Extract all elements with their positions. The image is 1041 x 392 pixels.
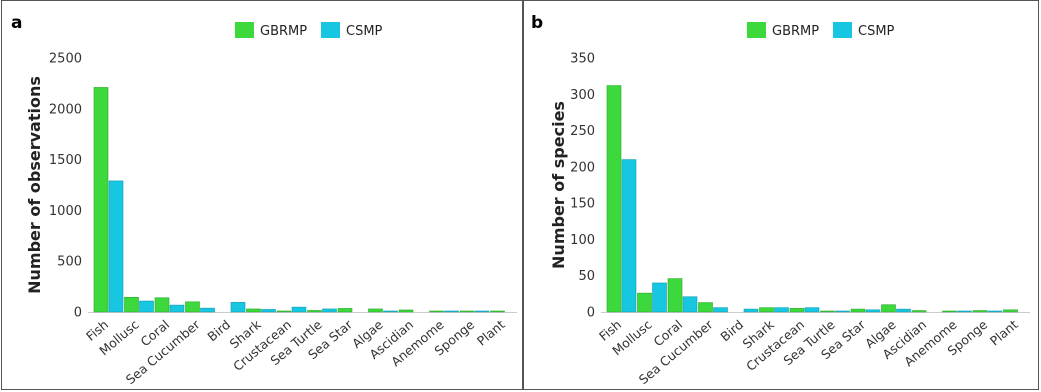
bar-csmp-mollusc [652, 282, 667, 313]
bar-gbrmp-fish [93, 87, 109, 313]
x-tick-label: Plant [987, 317, 1021, 349]
bar-csmp-fish [108, 180, 124, 313]
bar-csmp-sponge [987, 310, 1003, 313]
y-tick-label: 150 [570, 197, 595, 212]
y-tick-label: 50 [578, 269, 595, 284]
bar-csmp-sea-turtle [322, 308, 337, 313]
y-tick-label: 100 [570, 233, 595, 248]
x-tick-label: Plant [474, 317, 508, 349]
bar-csmp-anemome [444, 310, 459, 313]
y-tick-label: 300 [570, 88, 595, 103]
bar-gbrmp-anemome [429, 310, 444, 313]
y-axis-label: Number of observations [25, 76, 44, 294]
y-tick-label: 250 [570, 124, 595, 139]
bar-gbrmp-mollusc [637, 292, 652, 313]
bar-gbrmp-sponge [972, 310, 988, 313]
bar-gbrmp-coral [154, 297, 170, 313]
y-tick-label: 1000 [49, 204, 82, 219]
bar-csmp-anemome [957, 310, 972, 313]
y-tick-label: 350 [570, 52, 595, 67]
bar-csmp-sponge [474, 310, 490, 313]
y-tick-label: 0 [74, 306, 82, 321]
y-axis-label: Number of species [549, 101, 568, 269]
bar-csmp-fish [621, 159, 637, 313]
bar-gbrmp-fish [606, 85, 622, 313]
bar-gbrmp-plant [1003, 309, 1018, 313]
panel-a: a Number of observations 0 500 1000 1500 2000 2… [1, 0, 523, 390]
bar-csmp-bird [743, 308, 759, 313]
bar-gbrmp-sea-turtle [307, 310, 322, 313]
bar-gbrmp-sea-star [850, 308, 866, 313]
y-tick-label: 2000 [49, 102, 82, 117]
legend-swatch-csmp [321, 22, 340, 38]
bar-csmp-bird [230, 302, 246, 313]
panel-b: b Number of species 0 50 100 150 200 250 300 350 F… [523, 0, 1039, 390]
bar-gbrmp-algae [881, 304, 896, 313]
bar-csmp-crustacean [804, 307, 820, 313]
chart-a-svg: a Number of observations 0 500 1000 1500 2000 2… [11, 13, 517, 387]
y-tick-label: 1500 [49, 153, 82, 168]
bar-gbrmp-sea-turtle [820, 310, 835, 313]
bar-gbrmp-sponge [459, 310, 475, 313]
bar-gbrmp-ascidian [398, 309, 414, 313]
y-tick-label: 500 [57, 255, 82, 270]
bar-csmp-mollusc [139, 300, 154, 313]
y-tick-label: 2500 [49, 52, 82, 67]
bar-csmp-coral [169, 304, 185, 313]
legend-label-gbrmp: GBRMP [260, 24, 307, 39]
bar-csmp-shark [261, 309, 276, 313]
bar-csmp-coral [682, 296, 698, 313]
panel-label: a [11, 13, 22, 33]
panel-label: b [531, 13, 543, 33]
bar-gbrmp-sea-cucumber [185, 301, 200, 313]
bar-csmp-sea-cucumber [200, 307, 215, 313]
bar-gbrmp-sea-cucumber [698, 302, 713, 313]
bar-gbrmp-plant [490, 310, 505, 313]
bar-csmp-sea-cucumber [713, 307, 728, 313]
bar-gbrmp-crustacean [276, 310, 292, 313]
bar-gbrmp-mollusc [124, 296, 139, 313]
bar-gbrmp-coral [667, 278, 683, 313]
bar-gbrmp-ascidian [911, 310, 927, 313]
bar-gbrmp-shark [246, 308, 261, 313]
bar-csmp-sea-turtle [835, 310, 850, 313]
bar-csmp-algae [896, 308, 911, 313]
legend-label-csmp: CSMP [346, 24, 383, 39]
legend-swatch-gbrmp [235, 22, 254, 38]
bar-gbrmp-crustacean [789, 308, 805, 313]
legend-label-csmp: CSMP [858, 24, 895, 39]
legend-swatch-csmp [833, 22, 852, 38]
bar-gbrmp-algae [368, 308, 383, 313]
bar-gbrmp-shark [759, 307, 774, 313]
bar-csmp-sea-star [865, 309, 881, 313]
bar-gbrmp-sea-star [337, 308, 353, 313]
bar-csmp-crustacean [291, 306, 307, 313]
bar-csmp-algae [383, 310, 398, 313]
y-tick-label: 200 [570, 160, 595, 175]
y-tick-label: 0 [587, 306, 595, 321]
legend-swatch-gbrmp [747, 22, 766, 38]
bar-gbrmp-anemome [942, 310, 957, 313]
bar-csmp-shark [774, 307, 789, 313]
legend-label-gbrmp: GBRMP [772, 24, 819, 39]
